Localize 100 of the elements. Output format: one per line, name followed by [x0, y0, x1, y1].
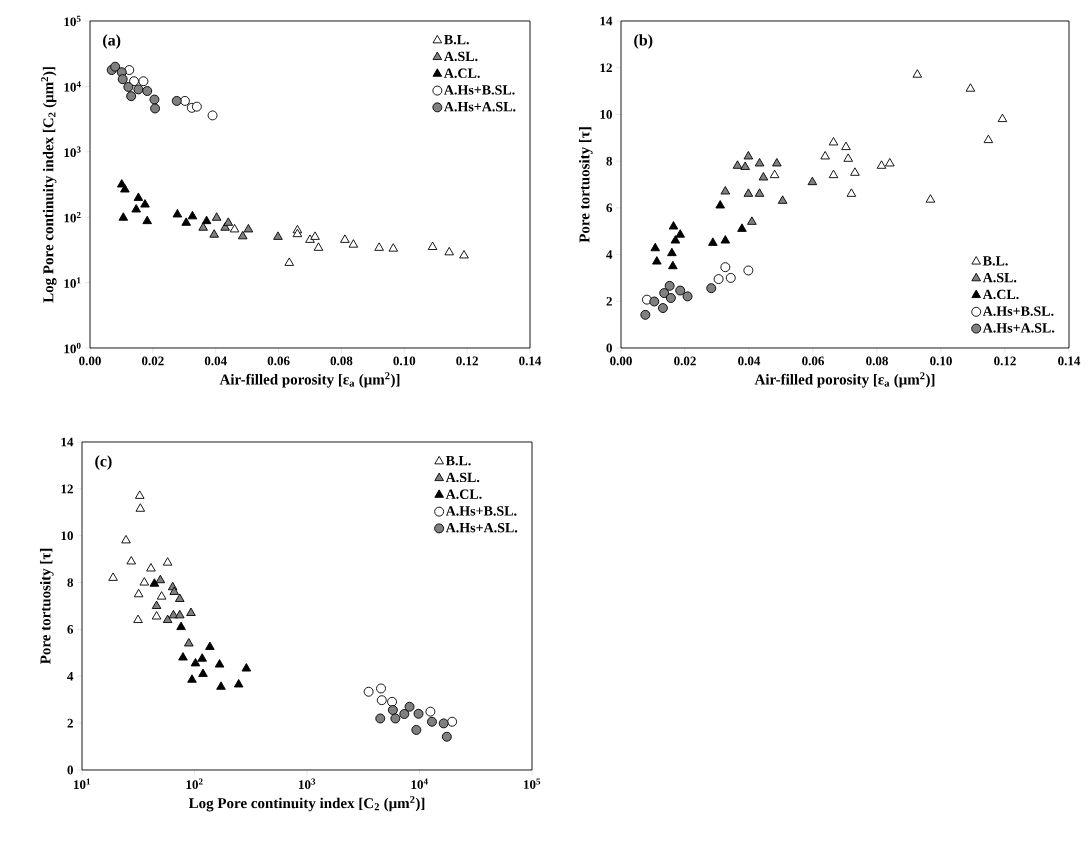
y-tick-label: 4: [67, 672, 74, 681]
point: [149, 94, 160, 105]
legend-label: A.Hs+B.SL.: [982, 306, 1054, 316]
point: [885, 158, 895, 167]
point: [737, 223, 747, 232]
text: (a): [103, 34, 121, 49]
y-tick-label: 14: [61, 437, 74, 447]
point: [340, 234, 350, 243]
point: [211, 212, 222, 221]
point: [777, 195, 788, 204]
x-tick-label: 10$^{3}$: [299, 778, 316, 790]
point: [828, 137, 839, 146]
x-tick-label: 0.00: [610, 356, 632, 366]
point: [126, 91, 137, 102]
x-tick-label: 0.00: [79, 356, 101, 366]
y-tick-label: 8: [67, 578, 74, 587]
x-tick-label: 0.04: [204, 356, 227, 366]
x-tick-label: 0.10: [393, 356, 416, 366]
point: [983, 134, 994, 144]
x-tick-label: 0.14: [519, 356, 542, 366]
y-tick-label: 2: [606, 296, 612, 306]
legend-label: A.CL.: [982, 289, 1019, 300]
legend-label: A.Hs+B.SL.: [445, 506, 517, 516]
legend-label: A.Hs+A.SL.: [445, 523, 518, 533]
x-axis-title: Log Pore continuity index [C$_{2}$ (μm$^{2}$)]: [188, 795, 425, 812]
point: [243, 223, 254, 233]
y-tick-label: 10$^{0}$: [64, 342, 81, 354]
point: [313, 242, 324, 251]
point: [876, 160, 887, 169]
point: [110, 61, 121, 72]
point: [181, 217, 191, 226]
point: [142, 215, 152, 225]
y-tick-label: 10$^{3}$: [64, 146, 81, 158]
point: [209, 229, 219, 238]
point: [133, 192, 144, 201]
x-tick-label: 0.08: [866, 356, 888, 366]
point: [118, 212, 129, 221]
point: [772, 158, 782, 167]
point: [841, 141, 851, 151]
point: [675, 229, 685, 238]
legend-label: A.SL.: [443, 51, 478, 62]
point: [965, 83, 976, 92]
point: [925, 194, 936, 203]
x-tick-label: 0.04: [738, 356, 761, 366]
y-tick-label: 10$^{4}$: [64, 81, 81, 92]
y-tick-label: 10$^{5}$: [64, 15, 81, 27]
point: [720, 186, 731, 195]
point: [682, 291, 693, 302]
y-tick-label: 10$^{2}$: [64, 211, 81, 223]
point: [843, 153, 853, 162]
point: [171, 95, 182, 106]
point: [657, 303, 668, 313]
point: [223, 217, 234, 226]
point: [769, 169, 780, 179]
point: [138, 76, 149, 87]
point: [129, 76, 139, 87]
legend-label: A.SL.: [982, 272, 1017, 283]
y-tick-label: 10: [600, 110, 612, 119]
point: [374, 242, 384, 251]
point: [640, 309, 651, 320]
y-tick-label: 12: [600, 63, 612, 73]
point: [740, 161, 750, 170]
y-tick-label: 14: [600, 16, 613, 26]
point: [720, 262, 731, 273]
point: [912, 69, 923, 78]
y-tick-label: 12: [61, 484, 73, 494]
point: [201, 215, 212, 225]
point: [120, 184, 130, 193]
point: [758, 172, 769, 181]
point: [292, 228, 303, 238]
y-tick-label: 10$^{1}$: [64, 277, 81, 288]
point: [150, 103, 161, 114]
point: [140, 199, 150, 208]
point: [675, 285, 686, 296]
y-tick-label: 0: [67, 765, 73, 775]
point: [725, 272, 736, 283]
x-tick-label: 10$^{5}$: [524, 778, 541, 789]
point: [142, 86, 153, 96]
point: [706, 283, 717, 294]
y-tick-label: 6: [606, 203, 613, 213]
legend-label: A.CL.: [445, 489, 482, 499]
point: [997, 113, 1008, 123]
point: [459, 250, 469, 259]
x-tick-label: 10$^{4}$: [411, 778, 428, 789]
point: [743, 188, 754, 197]
point: [273, 231, 283, 240]
point: [807, 176, 818, 186]
x-tick-label: 0.06: [802, 356, 824, 366]
y-tick-label: 10: [61, 531, 73, 541]
x-tick-label: 0.06: [267, 356, 290, 366]
point: [664, 280, 675, 291]
point: [388, 243, 399, 252]
y-tick-label: 8: [606, 156, 613, 166]
point: [207, 110, 218, 121]
legend-label: B.L.: [444, 35, 469, 45]
x-tick-label: 0.02: [674, 356, 696, 366]
point: [310, 231, 320, 240]
point: [444, 246, 455, 256]
point: [237, 230, 248, 240]
point: [828, 169, 839, 179]
